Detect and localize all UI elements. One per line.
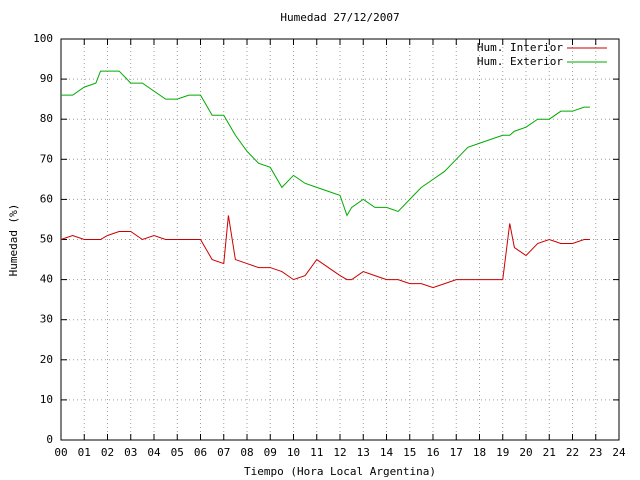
x-tick-label: 06 <box>194 446 207 459</box>
x-tick-label: 21 <box>543 446 556 459</box>
y-tick-label: 90 <box>40 72 53 85</box>
x-tick-label: 19 <box>496 446 509 459</box>
x-tick-label: 23 <box>589 446 602 459</box>
x-tick-label: 01 <box>78 446 91 459</box>
x-tick-label: 20 <box>519 446 532 459</box>
data-line <box>60 215 590 289</box>
x-tick-label: 15 <box>403 446 416 459</box>
y-tick-label: 100 <box>33 32 53 45</box>
x-tick-label: 00 <box>54 446 67 459</box>
x-tick-label: 04 <box>147 446 161 459</box>
x-tick-label: 16 <box>426 446 439 459</box>
x-axis-label: Tiempo (Hora Local Argentina) <box>244 465 436 478</box>
x-tick-label: 18 <box>473 446 486 459</box>
x-tick-label: 11 <box>310 446 323 459</box>
legend-label: Hum. Interior <box>477 41 563 54</box>
x-tick-label: 22 <box>566 446 579 459</box>
x-tick-label: 10 <box>287 446 300 459</box>
x-tick-label: 13 <box>357 446 370 459</box>
x-tick-label: 12 <box>333 446 346 459</box>
x-tick-label: 17 <box>450 446 463 459</box>
y-tick-label: 50 <box>40 233 53 246</box>
x-tick-label: 14 <box>380 446 394 459</box>
y-tick-label: 20 <box>40 353 53 366</box>
y-tick-label: 60 <box>40 192 53 205</box>
chart-title: Humedad 27/12/2007 <box>280 11 399 24</box>
x-tick-label: 08 <box>240 446 253 459</box>
x-tick-label: 03 <box>124 446 137 459</box>
x-tick-label: 02 <box>101 446 114 459</box>
y-tick-label: 80 <box>40 112 53 125</box>
x-tick-label: 09 <box>264 446 277 459</box>
y-tick-label: 30 <box>40 313 53 326</box>
y-tick-label: 70 <box>40 152 53 165</box>
x-tick-label: 05 <box>171 446 184 459</box>
x-tick-label: 07 <box>217 446 230 459</box>
y-tick-label: 0 <box>46 433 53 446</box>
y-axis-label: Humedad (%) <box>7 204 20 277</box>
legend-label: Hum. Exterior <box>477 55 563 68</box>
data-line <box>61 70 590 217</box>
y-tick-label: 40 <box>40 273 53 286</box>
y-tick-label: 10 <box>40 393 53 406</box>
x-tick-label: 24 <box>612 446 626 459</box>
